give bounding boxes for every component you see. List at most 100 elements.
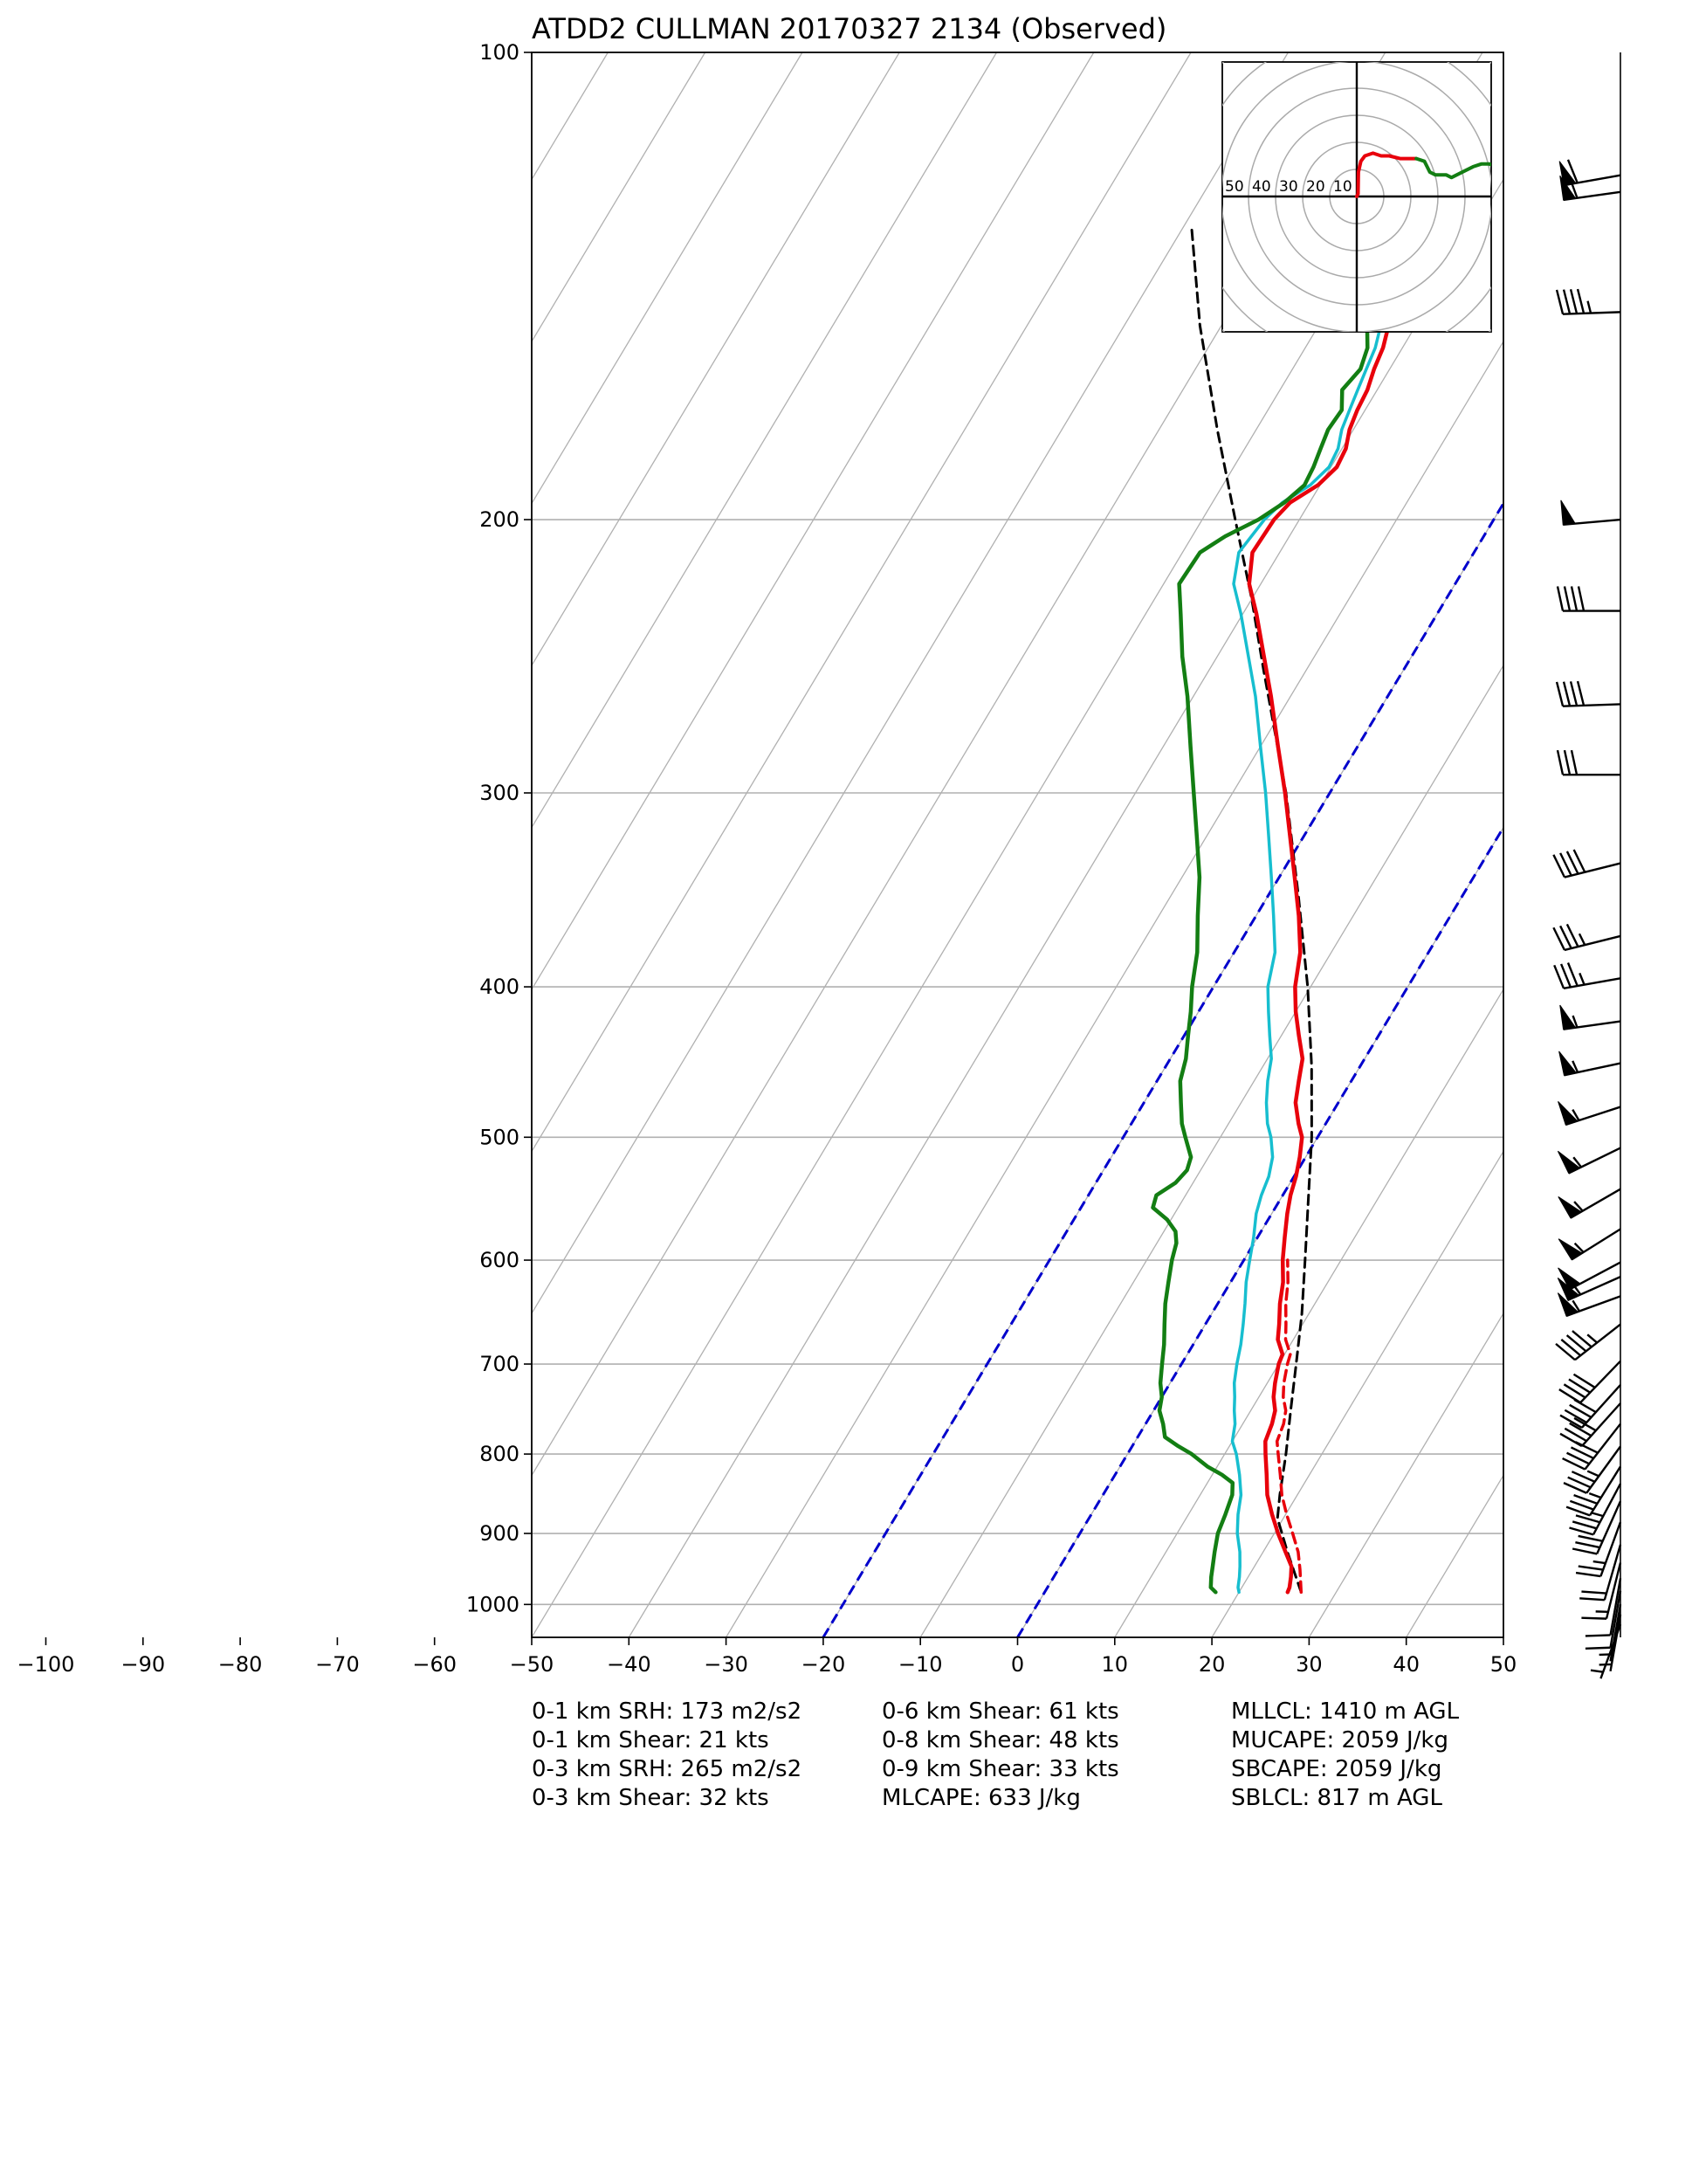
wind-barb (1555, 288, 1621, 315)
stats-column-3: MLLCL: 1410 m AGL MUCAPE: 2059 J/kg SBCA… (1231, 1698, 1460, 1811)
wind-barb (1559, 174, 1621, 202)
hodograph-ring-label: 30 (1279, 178, 1298, 196)
hodograph-ring-label: 20 (1306, 178, 1325, 196)
hodo_9km_plus-trace (1503, 189, 1584, 213)
stat-line: MLLCL: 1410 m AGL (1231, 1698, 1460, 1725)
wind-barb (1553, 962, 1621, 989)
wind-barb (1558, 1188, 1621, 1219)
wind-barb (1559, 1384, 1621, 1429)
temperature-tick-label: 50 (1490, 1652, 1517, 1677)
wind-barb (1585, 1590, 1622, 1650)
hodograph-ring-label: 10 (1333, 178, 1352, 196)
temperature-tick-label: −10 (898, 1652, 943, 1677)
pressure-tick-label: 100 (479, 40, 519, 65)
pressure-tick-label: 600 (479, 1248, 519, 1272)
temperature-tick-label: 20 (1199, 1652, 1226, 1677)
pressure-tick-label: 900 (479, 1521, 519, 1546)
wind-barb (1575, 1521, 1622, 1578)
temperature-tick-label: −100 (17, 1652, 75, 1677)
wind-barb (1557, 1292, 1621, 1318)
wind-barb (1557, 1276, 1621, 1302)
hodo_3_6km-trace (1414, 156, 1491, 180)
temperature-tick-label: −90 (120, 1652, 165, 1677)
stats-column-2: 0-6 km Shear: 61 kts 0-8 km Shear: 48 kt… (882, 1698, 1119, 1811)
parcel-line (1190, 228, 1313, 1594)
stat-line: 0-3 km Shear: 32 kts (532, 1785, 769, 1811)
isotherm-line (0, 52, 511, 1637)
wind-barbs (1552, 52, 1622, 1679)
temperature-tick-label: −60 (412, 1652, 457, 1677)
temperature-tick-label: −70 (315, 1652, 360, 1677)
wind-barb (1558, 1228, 1621, 1261)
temperature-tick-label: −50 (510, 1652, 554, 1677)
temperature-tick-label: −40 (607, 1652, 651, 1677)
hodograph-ring-label: 50 (1225, 178, 1244, 196)
temperature-tick-label: −80 (218, 1652, 263, 1677)
wind-barb (1555, 680, 1621, 707)
wind-barb (1552, 849, 1621, 878)
isotherm-line (532, 52, 1095, 991)
wind-barb (1558, 159, 1621, 187)
temperature-tick-label: −20 (801, 1652, 846, 1677)
temperature-tick-label: −30 (704, 1652, 748, 1677)
isotherm-line (532, 52, 609, 181)
pressure-tick-label: 400 (479, 975, 519, 999)
hodograph: 50 40 30 20 10 (1221, 61, 1584, 333)
wind-barb (1559, 1402, 1621, 1448)
pressure-tick-label: 700 (479, 1352, 519, 1376)
stat-line: 0-3 km SRH: 265 m2/s2 (532, 1756, 801, 1782)
temperature-line (1247, 150, 1450, 1595)
stat-line: 0-9 km Shear: 33 kts (882, 1756, 1119, 1782)
isotherm-line (532, 52, 998, 829)
temperature-tick-label: 10 (1102, 1652, 1129, 1677)
pressure-tick-label: 300 (479, 781, 519, 805)
temperature-tick-label: 40 (1393, 1652, 1420, 1677)
chart-title: ATDD2 CULLMAN 20170327 2134 (Observed) (532, 12, 1166, 45)
hodo_0_3km-trace (1355, 151, 1419, 198)
pressure-tick-label: 200 (479, 507, 519, 532)
sounding-profiles (1151, 150, 1450, 1595)
pressure-tick-label: 1000 (466, 1592, 519, 1616)
wind-barb (1555, 1323, 1621, 1361)
wind-barb (1563, 1445, 1621, 1494)
wind-barb (1558, 1100, 1621, 1126)
stat-line: 0-8 km Shear: 48 kts (882, 1727, 1119, 1753)
reference-isotherm (1016, 824, 1503, 1637)
wind-barb (1565, 1465, 1622, 1517)
stat-line: MUCAPE: 2059 J/kg (1231, 1727, 1448, 1753)
stat-line: 0-1 km Shear: 21 kts (532, 1727, 769, 1753)
wind-barb (1579, 1544, 1622, 1602)
wind-barb (1562, 1423, 1621, 1471)
isotherm-line (726, 340, 1503, 1637)
hodograph-ring-label: 40 (1252, 178, 1271, 196)
reference-lines (822, 500, 1503, 1637)
wind-barb (1556, 586, 1620, 612)
wind-barb (1590, 1623, 1622, 1679)
isotherm-line (532, 52, 1192, 1153)
wind-barb (1552, 923, 1621, 952)
temperature_virtual-line (1275, 1258, 1303, 1595)
reference-isotherm (822, 500, 1503, 1637)
wind-barb (1585, 1578, 1622, 1637)
wind-barb (1558, 1051, 1621, 1077)
isotherm-line (1211, 1150, 1503, 1637)
stat-line: SBLCL: 817 m AGL (1231, 1785, 1442, 1811)
wind-barb (1572, 1500, 1622, 1555)
stats-column-1: 0-1 km SRH: 173 m2/s2 0-1 km Shear: 21 k… (532, 1698, 801, 1811)
isotherm-line (1503, 52, 1699, 1637)
isotherm-line (532, 52, 803, 505)
stat-line: 0-1 km SRH: 173 m2/s2 (532, 1698, 801, 1725)
isotherm-line (919, 664, 1503, 1637)
isotherm-line (1114, 988, 1503, 1637)
isotherm-line (532, 52, 706, 343)
stat-line: SBCAPE: 2059 J/kg (1231, 1756, 1441, 1782)
pressure-tick-label: 500 (479, 1125, 519, 1149)
isotherm-line (532, 52, 1289, 1315)
pressure-tick-label: 800 (479, 1442, 519, 1466)
wind-barb (1557, 1147, 1621, 1175)
stat-line: MLCAPE: 633 J/kg (882, 1785, 1081, 1811)
wetbulb-line (1230, 150, 1444, 1595)
temperature-tick-label: 30 (1296, 1652, 1323, 1677)
wind-barb (1560, 499, 1621, 526)
